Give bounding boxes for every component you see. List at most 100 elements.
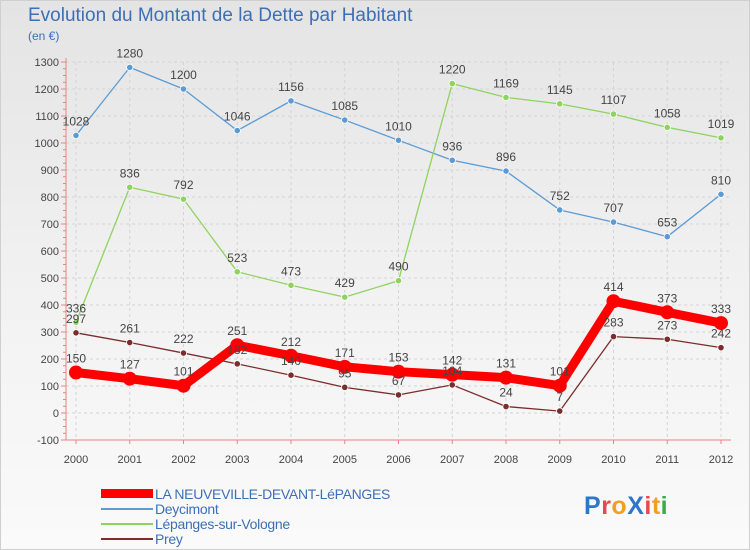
data-label: 1169 [493, 76, 519, 90]
data-label: 242 [711, 327, 731, 341]
data-label: 283 [603, 316, 623, 330]
data-label: 297 [66, 312, 86, 326]
data-label: 1085 [331, 99, 358, 113]
data-point [391, 364, 406, 379]
data-point [717, 344, 725, 352]
legend-label: Lépanges-sur-Vologne [155, 516, 290, 532]
data-point [663, 233, 671, 241]
data-label: 752 [550, 189, 570, 203]
data-point [556, 206, 564, 214]
x-tick-label: 2003 [225, 454, 249, 466]
data-label: 429 [335, 276, 355, 290]
data-point [122, 371, 137, 386]
data-label: 273 [657, 318, 677, 332]
legend-swatch [101, 538, 153, 540]
data-label: 707 [603, 201, 623, 215]
data-point [606, 294, 621, 309]
data-point [287, 371, 295, 379]
x-tick-label: 2009 [548, 454, 572, 466]
data-label: 1280 [116, 46, 143, 60]
data-point [176, 378, 191, 393]
y-tick-label: -100 [37, 435, 59, 447]
data-label: 222 [173, 332, 193, 346]
data-point [502, 93, 510, 101]
data-label: 1046 [224, 110, 251, 124]
data-label: 7 [556, 390, 563, 404]
proxiti-logo: ProXiti [584, 492, 668, 521]
x-tick-label: 2006 [386, 454, 410, 466]
data-point [660, 305, 675, 320]
y-tick-label: 700 [41, 219, 59, 231]
data-point [233, 360, 241, 368]
x-tick-label: 2000 [64, 454, 88, 466]
data-label: 261 [120, 322, 140, 336]
x-tick-label: 2011 [655, 454, 679, 466]
data-label: 24 [499, 386, 513, 400]
y-tick-label: 600 [41, 246, 59, 258]
data-label: 1200 [170, 68, 197, 82]
data-point [230, 338, 245, 353]
data-point [609, 332, 618, 341]
legend-label: Deycimont [155, 501, 219, 517]
data-point [499, 370, 513, 385]
logo-letter: i [660, 492, 669, 520]
y-tick-label: 900 [41, 165, 59, 177]
data-label: 1010 [385, 119, 412, 133]
data-label: 171 [335, 346, 355, 360]
data-point [341, 293, 349, 301]
x-tick-label: 2001 [118, 454, 142, 466]
data-point [556, 100, 564, 108]
data-point [556, 407, 564, 415]
data-label: 1107 [601, 93, 627, 107]
data-point [448, 80, 456, 88]
y-tick-label: 100 [41, 381, 59, 393]
legend-swatch [101, 508, 153, 510]
y-tick-label: 1200 [35, 84, 59, 96]
data-label: 182 [227, 343, 247, 357]
data-label: 836 [120, 166, 140, 180]
data-point [502, 167, 510, 175]
data-label: 251 [227, 324, 247, 338]
data-label: 1028 [63, 114, 90, 128]
data-point [72, 131, 80, 140]
logo-letter: t [651, 492, 661, 520]
logo-letter: r [601, 492, 612, 520]
data-point [341, 116, 349, 124]
data-point [448, 156, 456, 164]
data-point [233, 126, 241, 135]
legend-swatch [101, 523, 153, 525]
data-point [287, 281, 295, 289]
x-tick-label: 2008 [494, 454, 518, 466]
y-tick-label: 1000 [35, 138, 59, 150]
logo-letter: P [584, 492, 602, 520]
data-label: 153 [388, 351, 408, 365]
x-tick-label: 2005 [333, 454, 357, 466]
data-label: 414 [603, 280, 623, 294]
legend-swatch [101, 489, 153, 498]
data-point [394, 277, 403, 285]
logo-letter: o [611, 492, 628, 520]
data-point [448, 381, 456, 389]
data-label: 936 [442, 139, 462, 153]
data-label: 101 [173, 365, 193, 379]
data-point [502, 402, 510, 411]
x-tick-label: 2002 [171, 454, 195, 466]
data-label: 104 [442, 364, 462, 378]
data-point [394, 391, 403, 399]
data-point [609, 218, 618, 226]
data-label: 1058 [654, 106, 681, 120]
y-tick-label: 1100 [35, 111, 59, 123]
x-tick-label: 2010 [601, 454, 625, 466]
data-point [717, 134, 725, 142]
y-tick-label: 0 [53, 408, 59, 420]
data-label: 1019 [708, 117, 735, 131]
y-tick-label: 200 [41, 354, 59, 366]
data-label: 373 [657, 291, 677, 305]
data-point [394, 136, 403, 144]
data-label: 1145 [547, 83, 573, 97]
data-point [663, 123, 671, 131]
data-label: 490 [388, 260, 408, 274]
data-point [126, 338, 134, 347]
y-tick-label: 800 [41, 192, 59, 204]
